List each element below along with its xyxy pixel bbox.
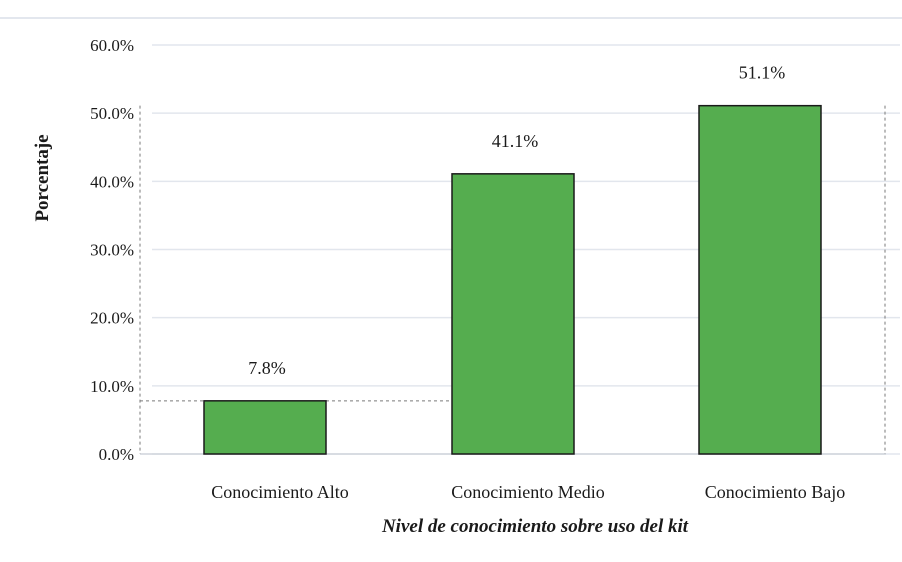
bars bbox=[203, 104, 822, 455]
guide-lines bbox=[139, 105, 886, 454]
y-tick-label: 50.0% bbox=[90, 104, 134, 123]
y-tick-label: 30.0% bbox=[90, 241, 134, 260]
y-axis-label: Porcentaje bbox=[32, 134, 53, 221]
x-category-label: Conocimiento Alto bbox=[211, 482, 349, 502]
x-category-label: Conocimiento Bajo bbox=[705, 482, 845, 502]
data-labels: 7.8% 41.1% 51.1% bbox=[248, 63, 785, 378]
x-axis-label: Nivel de conocimiento sobre uso del kit bbox=[381, 516, 689, 537]
y-tick-label: 60.0% bbox=[90, 36, 134, 55]
y-tick-labels: 0.0% 10.0% 20.0% 30.0% 40.0% 50.0% 60.0% bbox=[90, 36, 134, 464]
y-tick-label: 10.0% bbox=[90, 377, 134, 396]
x-category-labels: Conocimiento Alto Conocimiento Medio Conoc… bbox=[211, 482, 845, 502]
bar bbox=[203, 400, 327, 455]
x-category-label: Conocimiento Medio bbox=[451, 482, 604, 502]
data-label: 51.1% bbox=[739, 63, 786, 83]
bar bbox=[698, 104, 822, 455]
data-label: 41.1% bbox=[492, 131, 539, 151]
data-label: 7.8% bbox=[248, 358, 286, 378]
bar bbox=[451, 173, 575, 455]
y-tick-label: 40.0% bbox=[90, 172, 134, 191]
y-tick-label: 0.0% bbox=[99, 445, 134, 464]
y-tick-label: 20.0% bbox=[90, 309, 134, 328]
